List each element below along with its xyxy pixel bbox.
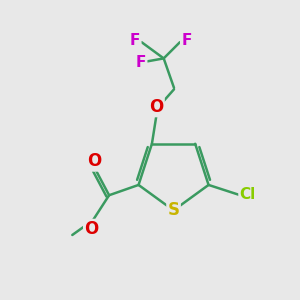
- Text: F: F: [136, 55, 146, 70]
- Text: F: F: [181, 33, 192, 48]
- Text: S: S: [168, 201, 180, 219]
- Text: Cl: Cl: [239, 188, 256, 202]
- Text: O: O: [84, 220, 99, 238]
- Text: O: O: [87, 152, 101, 170]
- Text: O: O: [149, 98, 164, 116]
- Text: F: F: [130, 33, 140, 48]
